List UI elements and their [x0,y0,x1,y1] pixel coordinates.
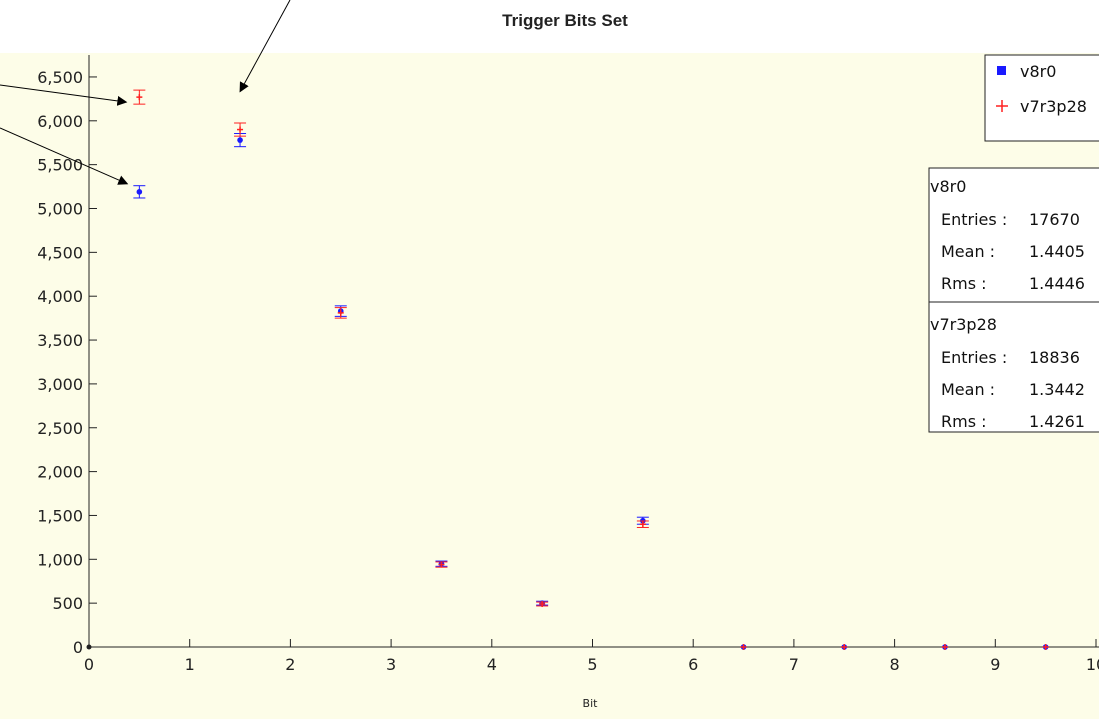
y-tick-label: 3,500 [37,331,83,350]
x-tick-label: 6 [688,655,698,674]
y-tick-label: 1,500 [37,506,83,525]
annotation-arrow [0,127,129,185]
annotation-arrow [239,0,291,93]
y-tick-label: 2,500 [37,419,83,438]
stats-entries-label: Entries : [941,348,1007,367]
stats-series-name: v8r0 [930,177,966,196]
stats-mean-value: 1.4405 [1029,242,1085,261]
y-tick-label: 5,500 [37,156,83,175]
stats-entries-label: Entries : [941,210,1007,229]
x-tick-label: 4 [487,655,497,674]
stats-entries-value: 17670 [1029,210,1080,229]
y-tick-label: 0 [73,638,83,657]
stats-rms-value: 1.4261 [1029,412,1085,431]
y-tick-label: 6,000 [37,112,83,131]
x-tick-label: 10 [1086,655,1099,674]
stats-rms-value: 1.4446 [1029,274,1085,293]
legend-label: v8r0 [1020,62,1056,81]
stats-mean-label: Mean : [941,242,995,261]
y-tick-label: 5,000 [37,200,83,219]
x-tick-label: 9 [990,655,1000,674]
x-tick-label: 8 [890,655,900,674]
stats-rms-label: Rms : [941,274,987,293]
x-axis-label: Bit [583,697,599,710]
y-tick-label: 3,000 [37,375,83,394]
stats-mean-label: Mean : [941,380,995,399]
x-tick-label: 2 [285,655,295,674]
y-tick-label: 4,500 [37,243,83,262]
legend-label: v7r3p28 [1020,97,1087,116]
stats-series-name: v7r3p28 [930,315,997,334]
y-tick-label: 6,500 [37,68,83,87]
stats-rms-label: Rms : [941,412,987,431]
chart-title: Trigger Bits Set [502,11,628,30]
annotation-arrow [0,84,128,106]
x-tick-label: 3 [386,655,396,674]
legend-marker [997,66,1006,75]
y-tick-label: 2,000 [37,463,83,482]
x-tick-label: 1 [185,655,195,674]
data-point [136,189,143,195]
x-tick-label: 0 [84,655,94,674]
x-tick-label: 5 [587,655,597,674]
stats-box [928,167,1099,433]
data-point [237,137,243,143]
y-tick-label: 4,000 [37,287,83,306]
x-tick-label: 7 [789,655,799,674]
stats-mean-value: 1.3442 [1029,380,1085,399]
plot-background [0,53,1099,719]
y-tick-label: 500 [52,594,83,613]
y-tick-label: 1,000 [37,550,83,569]
stats-entries-value: 18836 [1029,348,1080,367]
